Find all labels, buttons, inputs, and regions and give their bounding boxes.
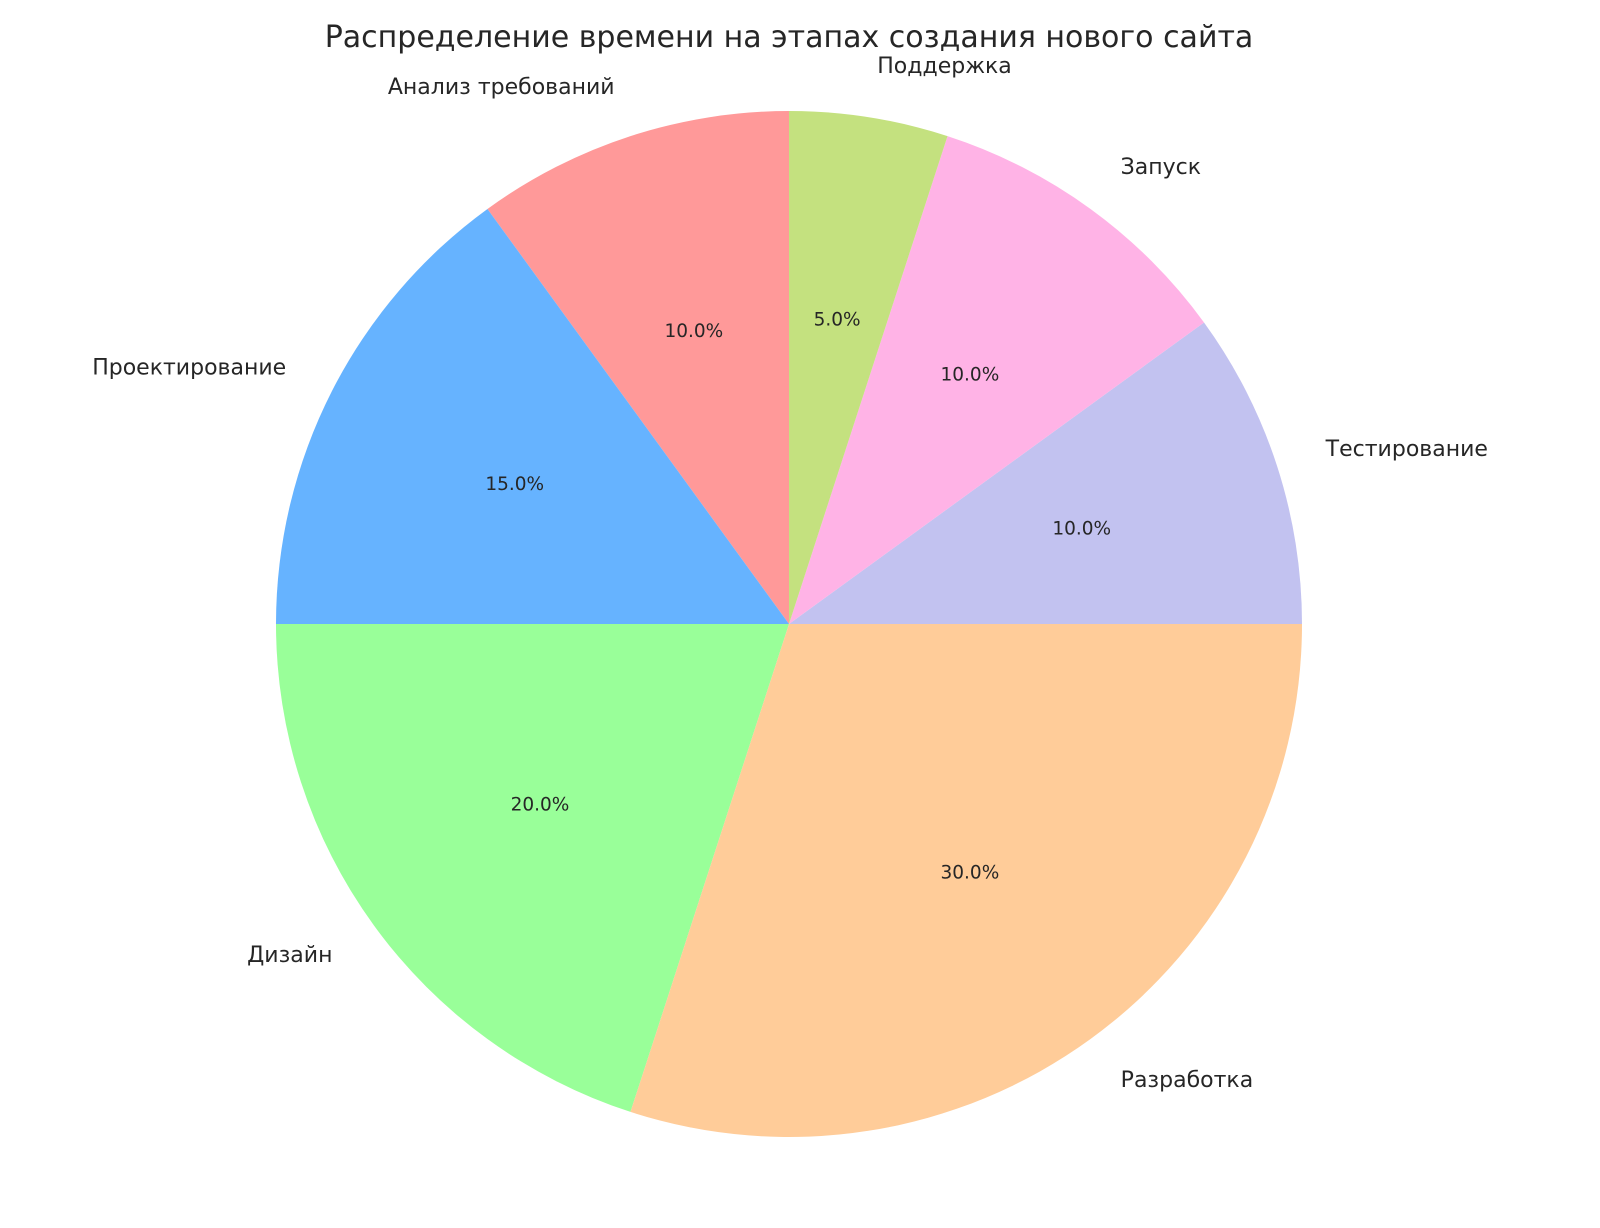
- slice-label: Тестирование: [1325, 437, 1488, 462]
- pie-slice: [789, 322, 1302, 624]
- pie-slice: [789, 136, 1205, 624]
- chart-title: Распределение времени на этапах создания…: [325, 20, 1254, 55]
- pie-slice: [276, 208, 789, 624]
- slice-label: Поддержка: [877, 54, 1012, 79]
- pie-slice: [487, 111, 789, 624]
- slice-label: Проектирование: [92, 355, 286, 380]
- slice-percent-label: 10.0%: [664, 321, 723, 342]
- slice-label: Дизайн: [247, 943, 332, 968]
- slice-percent-label: 10.0%: [1052, 518, 1111, 539]
- slice-label: Анализ требований: [388, 75, 615, 100]
- slice-label: Разработка: [1121, 1068, 1254, 1093]
- slice-percent-label: 10.0%: [941, 364, 1000, 385]
- slice-percent-label: 30.0%: [941, 863, 1000, 884]
- pie-slice: [630, 624, 1302, 1137]
- slice-percent-label: 5.0%: [814, 309, 861, 330]
- pie-slice: [276, 624, 789, 1112]
- slice-percent-label: 15.0%: [485, 474, 544, 495]
- slice-percent-label: 20.0%: [511, 794, 570, 815]
- pie-slice: [789, 111, 948, 624]
- slice-label: Запуск: [1121, 155, 1201, 180]
